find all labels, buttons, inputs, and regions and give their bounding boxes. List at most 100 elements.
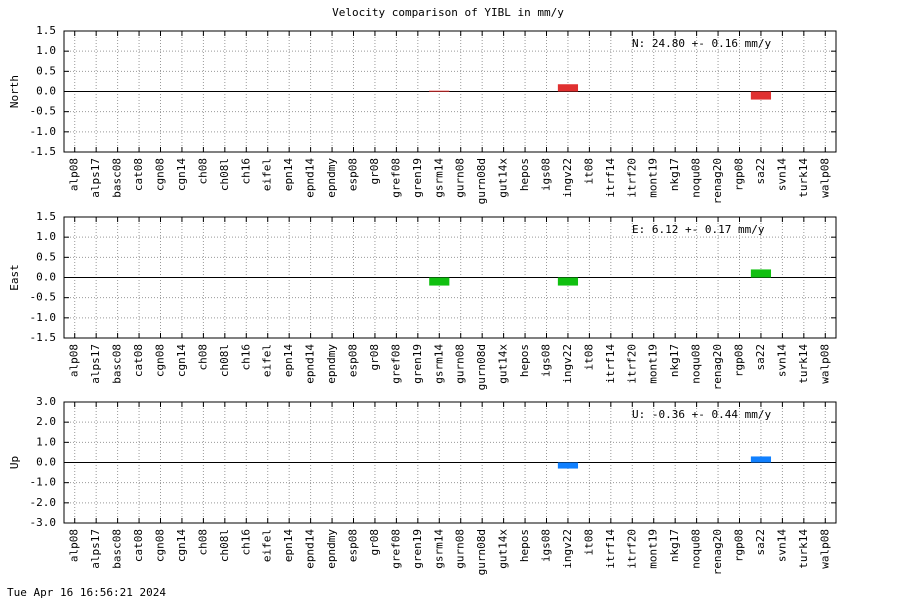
x-tick-label: sa22 xyxy=(754,158,767,185)
x-tick-label: alps17 xyxy=(89,344,102,384)
x-tick-label: epnd14 xyxy=(304,158,317,198)
x-tick-label: itrf14 xyxy=(604,529,617,569)
y-tick-label: -1.0 xyxy=(30,476,57,489)
x-tick-label: mont19 xyxy=(647,529,660,569)
x-tick-label: gurn08 xyxy=(454,529,467,569)
x-tick-label: gut14x xyxy=(497,344,510,384)
timestamp: Tue Apr 16 16:56:21 2024 xyxy=(7,586,166,599)
x-tick-label: mont19 xyxy=(647,344,660,384)
x-tick-label: eifel xyxy=(261,529,274,562)
x-tick-label: rgp08 xyxy=(733,529,746,562)
y-tick-label: 3.0 xyxy=(36,395,56,408)
x-tick-label: alps17 xyxy=(89,529,102,569)
x-tick-label: alps17 xyxy=(89,158,102,198)
x-tick-label: noqu08 xyxy=(690,158,703,198)
x-tick-label: basc08 xyxy=(111,158,124,198)
y-axis-label: East xyxy=(8,264,21,291)
x-tick-label: esp08 xyxy=(347,529,360,562)
y-tick-label: 0.5 xyxy=(36,250,56,263)
x-tick-label: alp08 xyxy=(68,529,81,562)
y-tick-label: 1.0 xyxy=(36,44,56,57)
x-tick-label: cat08 xyxy=(132,344,145,377)
y-axis-label: North xyxy=(8,75,21,108)
x-tick-label: epnd14 xyxy=(304,344,317,384)
x-tick-label: epn14 xyxy=(282,529,295,562)
x-tick-label: gr08 xyxy=(368,158,381,185)
y-tick-label: 0.0 xyxy=(36,85,56,98)
x-tick-label: ch16 xyxy=(239,529,252,556)
y-tick-label: -1.5 xyxy=(30,331,57,344)
x-tick-label: eifel xyxy=(261,158,274,191)
y-tick-label: -1.5 xyxy=(30,145,57,158)
bar xyxy=(429,90,450,92)
x-tick-label: gurn08 xyxy=(454,344,467,384)
x-tick-label: esp08 xyxy=(347,344,360,377)
x-tick-label: cgn14 xyxy=(175,529,188,562)
x-tick-label: ch08l xyxy=(218,529,231,562)
x-tick-label: noqu08 xyxy=(690,529,703,569)
x-tick-label: gref08 xyxy=(389,158,402,198)
x-tick-label: cgn08 xyxy=(154,158,167,191)
annotation: N: 24.80 +- 0.16 mm/y xyxy=(632,37,771,50)
bar xyxy=(750,456,772,463)
x-tick-label: epndmy xyxy=(325,158,338,198)
x-tick-label: gr08 xyxy=(368,344,381,371)
x-tick-label: nkg17 xyxy=(668,529,681,562)
x-tick-label: walp08 xyxy=(818,158,831,198)
y-tick-label: 0.5 xyxy=(36,64,56,77)
x-tick-label: epn14 xyxy=(282,344,295,377)
bar xyxy=(429,277,450,286)
x-tick-label: gsrm14 xyxy=(432,344,445,384)
x-tick-label: basc08 xyxy=(111,344,124,384)
x-tick-label: hepos xyxy=(518,529,531,562)
x-tick-label: gut14x xyxy=(497,158,510,198)
x-tick-label: rgp08 xyxy=(733,344,746,377)
y-tick-label: 2.0 xyxy=(36,415,56,428)
plot-frame xyxy=(63,30,837,153)
x-tick-label: gurn08d xyxy=(475,529,488,575)
x-tick-label: ingv22 xyxy=(561,529,574,569)
y-tick-label: -0.5 xyxy=(30,105,57,118)
x-tick-label: gsrm14 xyxy=(432,158,445,198)
x-tick-label: basc08 xyxy=(111,529,124,569)
x-tick-label: turk14 xyxy=(797,158,810,198)
y-tick-label: 0.0 xyxy=(36,271,56,284)
x-tick-label: svn14 xyxy=(775,344,788,377)
y-tick-label: 1.5 xyxy=(36,24,56,37)
x-tick-label: cat08 xyxy=(132,529,145,562)
annotation: U: -0.36 +- 0.44 mm/y xyxy=(632,408,771,421)
x-tick-label: walp08 xyxy=(818,529,831,569)
x-tick-label: cgn08 xyxy=(154,344,167,377)
x-tick-label: noqu08 xyxy=(690,344,703,384)
x-tick-label: it08 xyxy=(582,158,595,185)
x-tick-label: igs08 xyxy=(540,158,553,191)
x-tick-label: ch16 xyxy=(239,158,252,185)
x-tick-label: renag20 xyxy=(711,158,724,204)
x-tick-label: ch08 xyxy=(196,344,209,371)
y-tick-label: -1.0 xyxy=(30,125,57,138)
x-tick-label: alp08 xyxy=(68,158,81,191)
y-tick-label: 0.0 xyxy=(36,456,56,469)
x-tick-label: ch08 xyxy=(196,529,209,556)
bar xyxy=(750,91,772,100)
x-tick-label: it08 xyxy=(582,344,595,371)
x-tick-label: igs08 xyxy=(540,344,553,377)
x-tick-label: igs08 xyxy=(540,529,553,562)
x-tick-label: itrf20 xyxy=(625,529,638,569)
x-tick-label: gr08 xyxy=(368,529,381,556)
x-tick-label: hepos xyxy=(518,158,531,191)
x-tick-label: gurn08d xyxy=(475,344,488,390)
x-tick-label: sa22 xyxy=(754,529,767,556)
x-tick-label: itrf20 xyxy=(625,158,638,198)
x-tick-label: itrf14 xyxy=(604,344,617,384)
x-tick-label: esp08 xyxy=(347,158,360,191)
y-tick-label: 1.0 xyxy=(36,230,56,243)
x-tick-label: cat08 xyxy=(132,158,145,191)
bar xyxy=(557,84,579,92)
x-tick-label: nkg17 xyxy=(668,344,681,377)
x-tick-label: ingv22 xyxy=(561,158,574,198)
x-tick-label: epndmy xyxy=(325,529,338,569)
x-tick-label: alp08 xyxy=(68,344,81,377)
bar xyxy=(557,462,579,469)
